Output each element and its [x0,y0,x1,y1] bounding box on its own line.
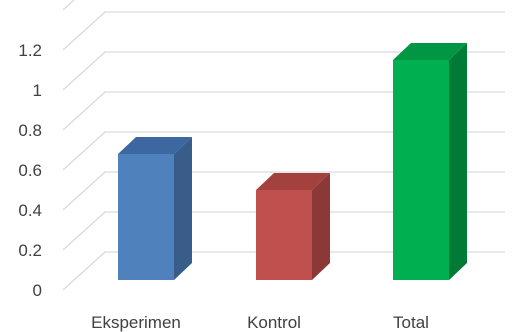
y-tick-label: 0.2 [18,241,42,260]
x-axis-category-labels: Eksperimen Kontrol Total [91,313,429,332]
bars [118,43,467,280]
y-tick-label: 1 [33,81,42,100]
y-tick-label: 0.8 [18,121,42,140]
gridline [62,51,505,91]
bar-top [256,173,330,190]
bar-front [393,60,449,280]
bar-side [449,43,467,280]
gridline [62,171,505,211]
category-label: Kontrol [247,313,301,332]
y-axis-tick-labels: 0 0.2 0.4 0.6 0.8 1 1.2 [18,41,42,300]
bar-total [393,43,467,280]
y-tick-label: 0.6 [18,161,42,180]
bar-side [312,173,330,280]
gridline [62,211,505,251]
bar-top [118,137,192,154]
gridline [62,11,505,51]
gridline [62,131,505,171]
bar-top [393,43,467,60]
bar-kontrol [256,173,330,280]
gridlines [62,0,505,291]
y-tick-label: 1.2 [18,41,42,60]
gridline [62,0,76,11]
category-label: Total [393,313,429,332]
gridline [62,91,505,131]
category-label: Eksperimen [91,313,181,332]
y-tick-label: 0.4 [18,201,42,220]
bar-side [174,137,192,280]
y-tick-label: 0 [33,281,42,300]
bar-front [256,190,312,280]
bar-front [118,154,174,280]
bar-eksperimen [118,137,192,280]
gridline [62,251,505,291]
